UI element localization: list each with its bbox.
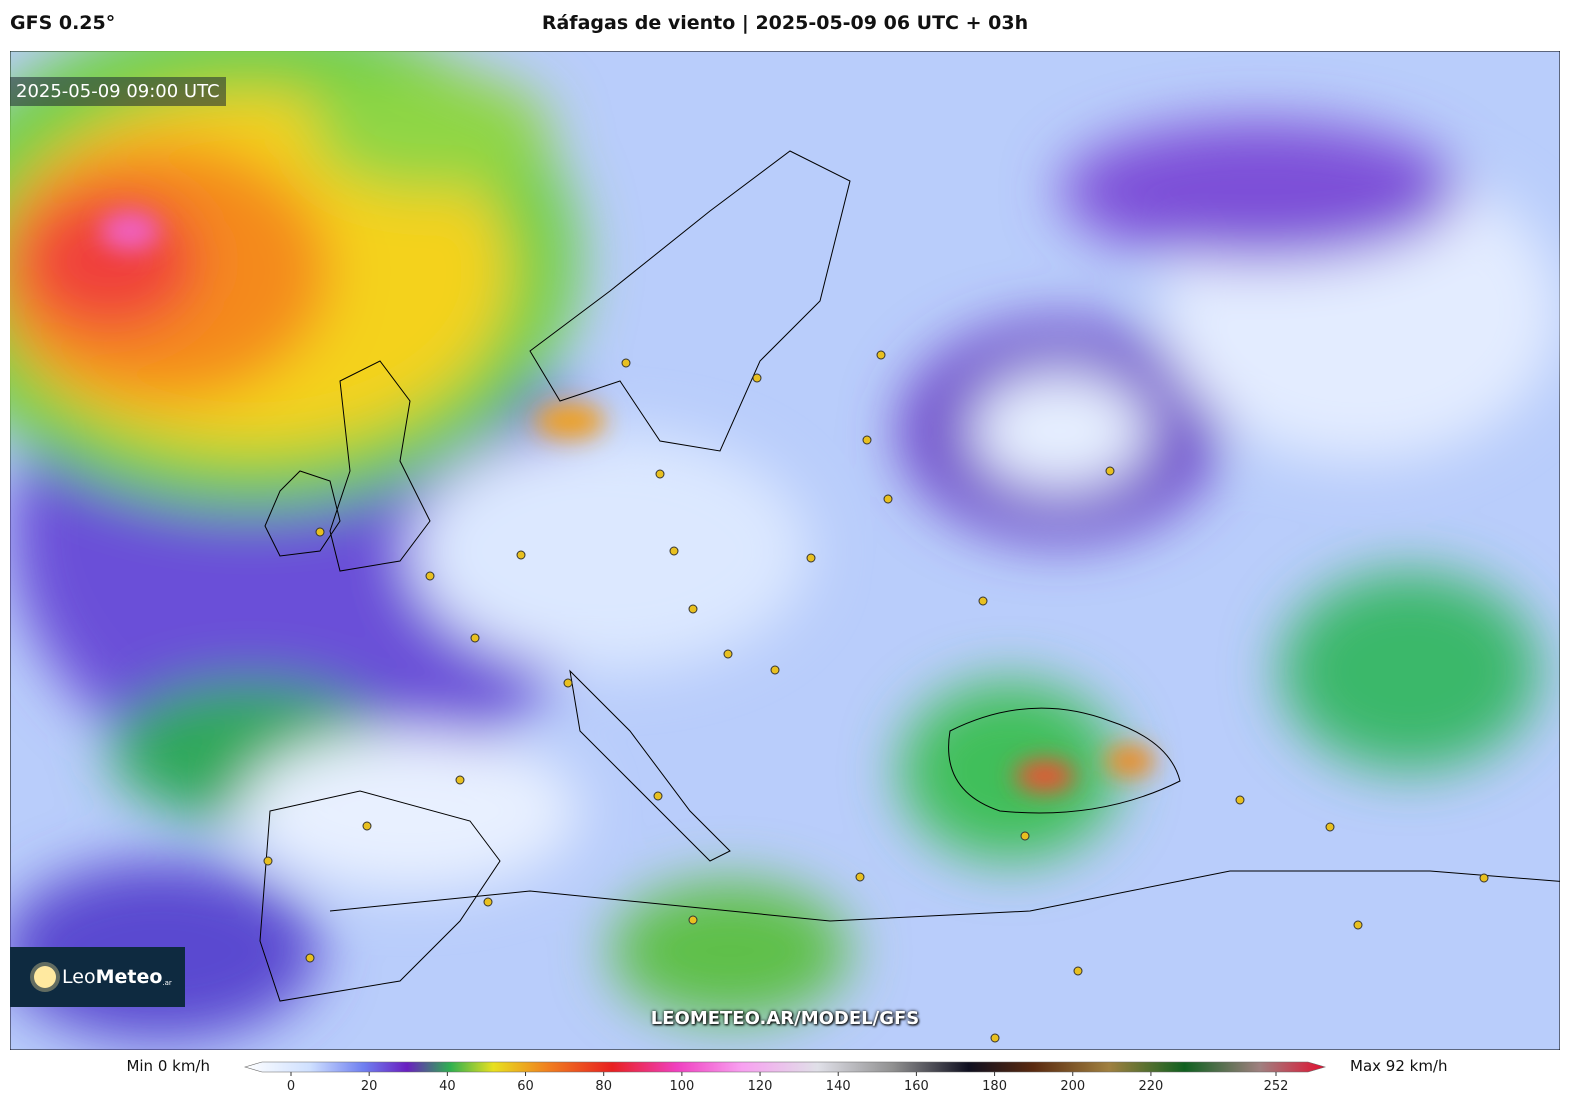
logo-icon [34, 966, 56, 988]
watermark: LEOMETEO.AR/MODEL/GFS [650, 1008, 920, 1029]
logo: Leo Meteo .ar [10, 947, 185, 1007]
colorbar-tick-label: 180 [982, 1079, 1007, 1094]
colorbar-tick-label: 220 [1139, 1079, 1164, 1094]
colorbar-tick-label: 140 [826, 1079, 851, 1094]
colorbar-tick-label: 60 [517, 1079, 534, 1094]
logo-suffix: .ar [162, 979, 172, 987]
colorbar-ramp [243, 1061, 1327, 1073]
colorbar-tick-label: 80 [595, 1079, 612, 1094]
timestamp: 2025-05-09 09:00 UTC [10, 77, 226, 106]
model-label: GFS 0.25° [10, 12, 116, 34]
legend-min: Min 0 km/h [126, 1057, 210, 1075]
colorbar-tick-label: 120 [748, 1079, 773, 1094]
logo-prefix: Leo [62, 966, 96, 988]
wind-field [10, 51, 1560, 1041]
colorbar-tick-label: 252 [1264, 1079, 1289, 1094]
colorbar-tick-label: 160 [904, 1079, 929, 1094]
colorbar: 0 20 40 60 80 100 120 140 160 180 200 220 252 [243, 1061, 1327, 1094]
city-markers [263, 350, 1489, 1043]
colorbar-tick-label: 200 [1060, 1079, 1085, 1094]
coastlines [259, 150, 1560, 1002]
colorbar-tick-label: 100 [669, 1079, 694, 1094]
colorbar-tick-label: 20 [361, 1079, 378, 1094]
map [10, 51, 1560, 1050]
colorbar-tick-label: 0 [287, 1079, 295, 1094]
logo-name: Meteo [95, 966, 163, 988]
map-title: Ráfagas de viento | 2025-05-09 06 UTC + … [541, 12, 1029, 34]
legend-max: Max 92 km/h [1350, 1057, 1448, 1075]
colorbar-tick-label: 40 [439, 1079, 456, 1094]
